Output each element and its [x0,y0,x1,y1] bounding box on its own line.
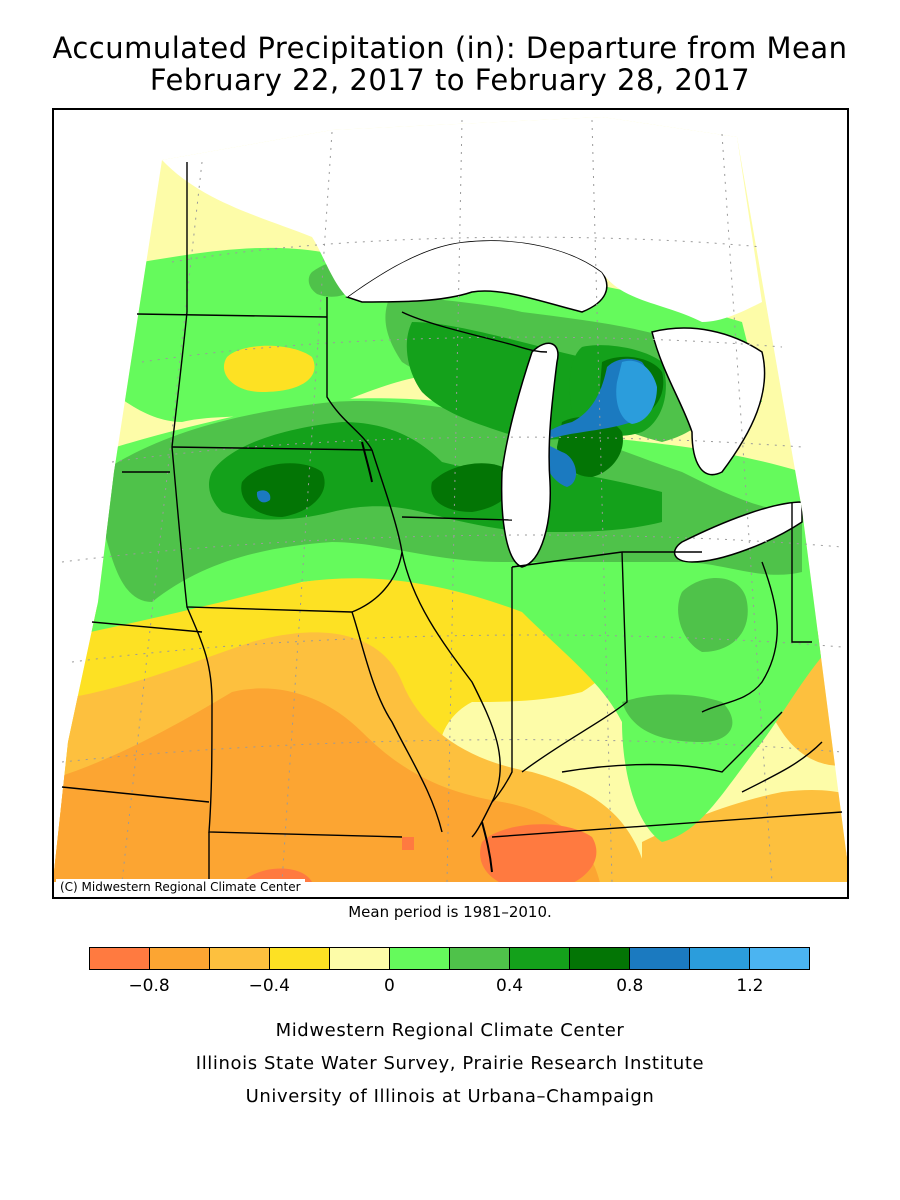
legend-colorbar [89,947,810,970]
legend-bin-11 [750,948,809,969]
map-title: Accumulated Precipitation (in): Departur… [52,31,848,65]
region-dark-green-iowa [241,463,325,517]
legend-tick-label: 0 [383,976,395,996]
legend-tick-label: 0.8 [616,976,644,996]
credit-isws: Illinois State Water Survey, Prairie Res… [195,1053,705,1074]
state-boundaries [61,162,843,882]
legend-bin-10 [690,948,750,969]
legend-bin-6 [450,948,510,969]
rivers [361,441,493,873]
region-dark-orange-ky [480,824,597,882]
region-medium-green-oh-south [622,694,733,742]
map-graphic [54,117,847,883]
credit-uiuc: University of Illinois at Urbana–Champai… [245,1086,655,1107]
region-dark-orange-ar [242,868,312,882]
region-light-blue-mi [616,360,657,424]
region-orange-south [54,688,602,882]
region-medium-green-oh [678,578,748,652]
legend-bin-5 [390,948,450,969]
legend-tick-label: 1.2 [736,976,764,996]
legend-bin-7 [510,948,570,969]
lake-michigan [500,342,559,568]
precipitation-map: (C) Midwestern Regional Climate Center [52,108,849,899]
legend-bin-4 [330,948,390,969]
lake-erie [673,501,803,563]
credit-mrcc: Midwestern Regional Climate Center [275,1020,625,1041]
map-date-range: February 22, 2017 to February 28, 2017 [149,63,751,97]
legend-bin-2 [210,948,270,969]
copyright-label: (C) Midwestern Regional Climate Center [56,879,305,895]
legend-tick-label: −0.8 [128,976,170,996]
mean-period-note: Mean period is 1981–2010. [348,903,552,921]
lake-huron [651,327,766,476]
region-dark-orange-spot [402,837,414,850]
legend-bin-8 [570,948,630,969]
region-dark-green-wi [431,463,513,512]
legend-bin-1 [150,948,210,969]
region-blue-iowa-spot [256,490,271,503]
lat-lon-grid [61,119,843,883]
legend-bin-3 [270,948,330,969]
legend-tick-label: 0.4 [496,976,524,996]
region-yellow-mn [223,345,315,392]
legend-tick-label: −0.4 [248,976,290,996]
canada-region [162,117,762,322]
legend-bin-0 [90,948,150,969]
legend-bin-9 [630,948,690,969]
